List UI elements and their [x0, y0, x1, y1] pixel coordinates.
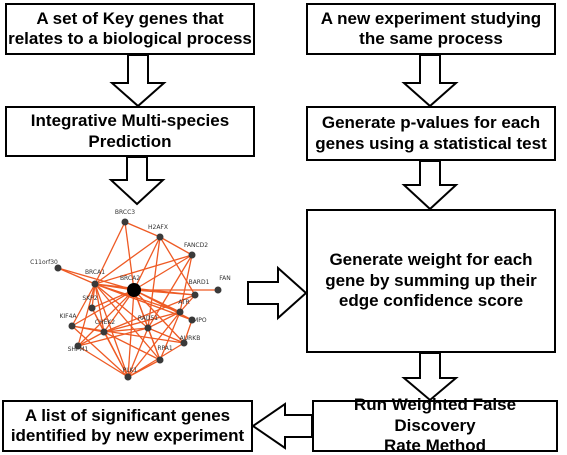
network-node	[145, 325, 152, 332]
arrow-down-left-2	[111, 157, 163, 204]
network-node-label: BRCA2	[120, 275, 140, 282]
network-node	[157, 234, 164, 241]
weight-text: Generate weight for each gene by summing…	[325, 250, 537, 311]
run-wfdr-box: Run Weighted False Discovery Rate Method	[312, 400, 558, 452]
arrow-down-right-3	[404, 353, 456, 400]
network-node-label: SKP2	[82, 295, 97, 302]
p-values-box: Generate p-values for each genes using a…	[306, 106, 556, 161]
network-node	[177, 309, 184, 316]
network-node-label: RAD51	[138, 315, 158, 322]
network-node-label: CHEK2	[95, 319, 115, 326]
network-node-label: ATR	[178, 299, 189, 306]
run-wfdr-text: Run Weighted False Discovery Rate Method	[314, 395, 556, 455]
network-node	[122, 219, 129, 226]
network-node	[215, 287, 222, 294]
arrow-down-right-1	[404, 55, 456, 106]
network-node-label: FANCD2	[184, 242, 208, 249]
gene-network: BRCA2 BRCC3 H2AFX FANCD2 BARD1 BRCA1 C11orf30 F…	[30, 209, 231, 381]
network-node-label: BRCC3	[115, 209, 135, 216]
new-experiment-box: A new experiment studying the same proce…	[306, 3, 556, 55]
network-node	[192, 292, 199, 299]
significant-genes-text: A list of significant genes identified b…	[11, 406, 244, 447]
key-genes-box: A set of Key genes that relates to a bio…	[5, 3, 255, 55]
network-node	[127, 283, 141, 297]
network-node	[125, 374, 132, 381]
integrative-text: Integrative Multi-species Prediction	[31, 111, 229, 152]
new-experiment-text: A new experiment studying the same proce…	[321, 9, 541, 50]
network-node-label: KIF4A	[59, 313, 77, 320]
network-node-label: BARD1	[189, 279, 210, 286]
arrow-down-left-1	[112, 55, 164, 106]
network-node-label: FAN	[219, 275, 231, 282]
network-node-label: TMPO	[188, 317, 206, 324]
p-values-text: Generate p-values for each genes using a…	[315, 113, 546, 154]
key-genes-text: A set of Key genes that relates to a bio…	[8, 9, 252, 50]
network-node	[69, 323, 76, 330]
weight-box: Generate weight for each gene by summing…	[306, 209, 556, 353]
integrative-box: Integrative Multi-species Prediction	[5, 106, 255, 157]
network-node	[92, 281, 99, 288]
significant-genes-box: A list of significant genes identified b…	[2, 400, 253, 452]
network-node	[157, 357, 164, 364]
network-node-label: H2AFX	[148, 224, 168, 231]
network-node-label: SHFM1	[68, 346, 89, 353]
arrow-down-right-2	[404, 161, 456, 209]
network-node-label: PLK1	[123, 367, 138, 374]
network-node	[101, 329, 108, 336]
network-node-label: C11orf30	[30, 259, 58, 266]
network-node	[89, 305, 96, 312]
arrow-left	[253, 404, 312, 448]
network-node-label: AURKB	[180, 335, 201, 342]
arrow-right	[248, 268, 306, 318]
network-node	[189, 252, 196, 259]
network-node-label: RPA1	[157, 345, 173, 352]
network-node-label: BRCA1	[85, 269, 105, 276]
